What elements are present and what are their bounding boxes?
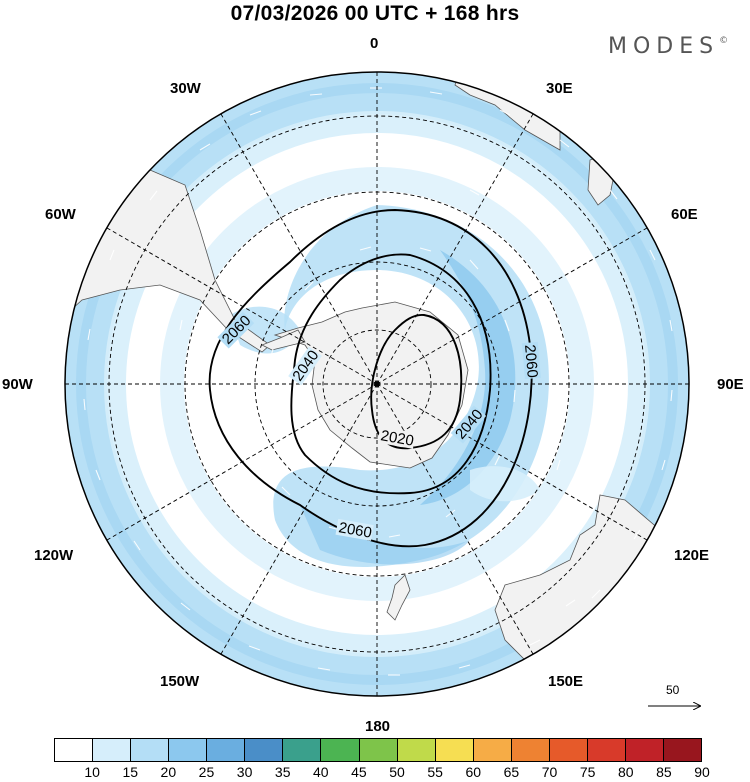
wind-band-south xyxy=(300,505,470,565)
colorbar-swatch xyxy=(55,739,94,761)
colorbar-swatch xyxy=(169,739,208,761)
lon-label-90w: 90W xyxy=(2,376,33,393)
colorbar-swatch xyxy=(397,739,436,761)
colorbar-swatch xyxy=(93,739,132,761)
land-antarctic-peninsula xyxy=(261,329,306,351)
lon-label-30e: 30E xyxy=(546,80,573,97)
colorbar-swatch xyxy=(435,739,474,761)
colorbar-swatch xyxy=(511,739,550,761)
colorbar-swatch xyxy=(664,739,702,761)
colorbar-swatch xyxy=(549,739,588,761)
colorbar-tick-label: 90 xyxy=(694,764,710,780)
lon-label-180: 180 xyxy=(365,718,391,735)
contour-2060 xyxy=(208,209,533,548)
colorbar-tick-label: 65 xyxy=(503,764,520,780)
lon-label-120e: 120E xyxy=(674,547,710,564)
contour-label: 2020 xyxy=(379,427,415,450)
lon-label-120w: 120W xyxy=(34,547,74,564)
colorbar-tick-label: 35 xyxy=(274,764,291,780)
brand-text: MODES xyxy=(608,34,720,59)
colorbar-swatch xyxy=(245,739,284,761)
colorbar-swatch xyxy=(359,739,398,761)
wind-band-outer xyxy=(65,72,689,696)
brand-mark: © xyxy=(719,36,729,46)
colorbar-tick-label: 85 xyxy=(656,764,672,780)
colorbar-tick-label: 30 xyxy=(236,764,253,780)
land-new-zealand xyxy=(386,574,411,621)
contour-label: 2060 xyxy=(337,519,373,542)
colorbar-swatch xyxy=(283,739,322,761)
lon-label-60w: 60W xyxy=(45,206,76,223)
contour-2040 xyxy=(290,253,492,495)
colorbar-tick-label: 70 xyxy=(541,764,558,780)
colorbar-tick-label: 10 xyxy=(84,764,100,780)
map-title: 07/03/2026 00 UTC + 168 hrs xyxy=(230,2,520,25)
colorbar-tick-label: 45 xyxy=(351,764,367,780)
south-pole-marker xyxy=(374,381,380,387)
reference-vector-label: 50 xyxy=(666,683,680,697)
colorbar-swatch xyxy=(587,739,626,761)
lon-label-150e: 150E xyxy=(548,673,584,690)
colorbar-swatch xyxy=(131,739,170,761)
colorbar-tick-label: 15 xyxy=(122,764,139,780)
contour-2020 xyxy=(370,313,463,450)
colorbar-swatch xyxy=(321,739,360,761)
colorbar-swatch xyxy=(625,739,664,761)
lon-label-150w: 150W xyxy=(160,673,200,690)
colorbar-tick-label: 40 xyxy=(313,764,329,780)
colorbar-tick-label: 60 xyxy=(465,764,482,780)
colorbar-swatch xyxy=(207,739,246,761)
colorbar-swatch xyxy=(473,739,512,761)
lon-label-60e: 60E xyxy=(671,206,698,223)
contour-label: 2060 xyxy=(521,344,541,379)
lon-label-90e: 90E xyxy=(717,376,744,393)
lon-label-0: 0 xyxy=(370,35,379,52)
colorbar-tick-label: 25 xyxy=(198,764,215,780)
colorbar-ticks: 10 15 20 25 30 35 40 45 50 55 60 65 70 75 80 85 90 xyxy=(54,764,709,782)
colorbar xyxy=(54,738,702,762)
colorbar-tick-label: 20 xyxy=(160,764,177,780)
colorbar-tick-label: 80 xyxy=(617,764,634,780)
colorbar-tick-label: 55 xyxy=(427,764,443,780)
colorbar-tick-label: 50 xyxy=(389,764,405,780)
brand-logo: MODES© xyxy=(608,34,728,59)
wind-band-inner-core xyxy=(420,250,516,505)
colorbar-tick-label: 75 xyxy=(579,764,596,780)
map-border xyxy=(64,71,690,697)
lon-label-30w: 30W xyxy=(170,80,201,97)
polar-map: 2060 2040 2020 2060 2040 2060 xyxy=(64,71,750,735)
height-contours xyxy=(208,209,533,548)
